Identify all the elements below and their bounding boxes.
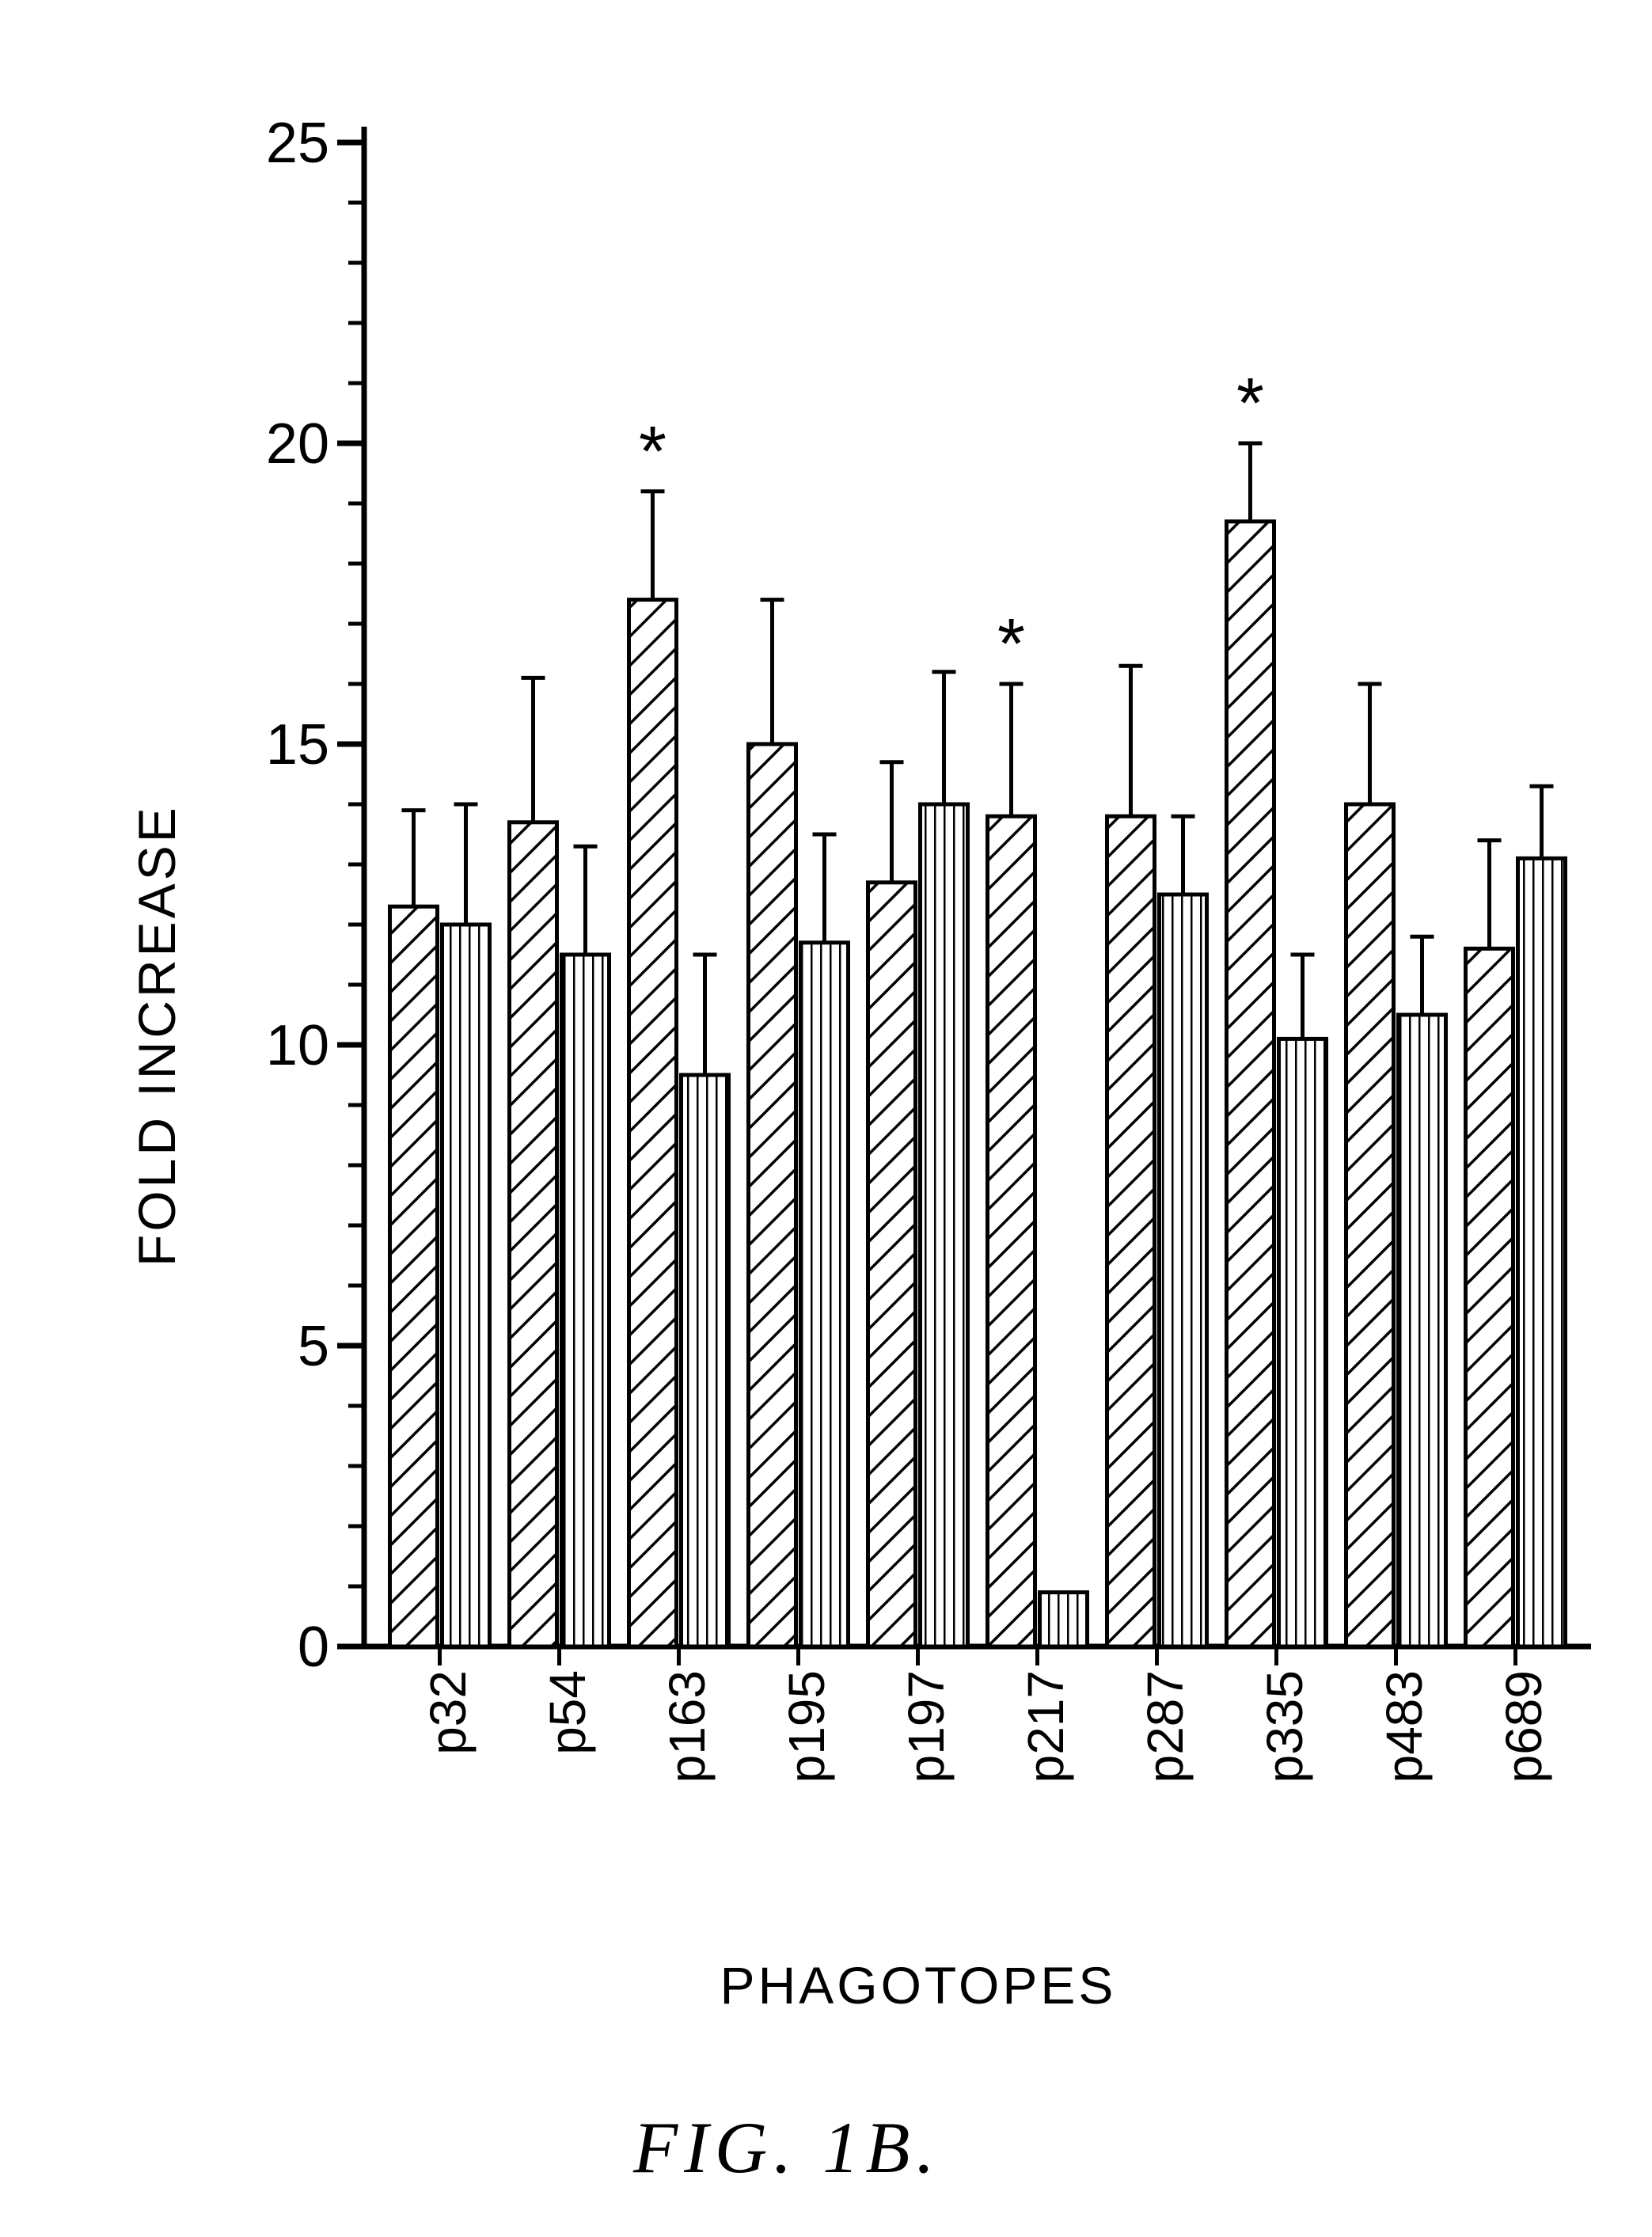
y-tick-label: 10 [234, 1013, 329, 1078]
y-tick-label: 20 [234, 412, 329, 477]
x-tick-label: p483 [1375, 1670, 1434, 1829]
y-tick-label: 5 [234, 1314, 329, 1379]
bar-chart: * * * [79, 79, 1623, 1710]
x-tick-label: p195 [777, 1670, 836, 1829]
significance-asterisk: * [639, 412, 666, 492]
figure-caption: FIG. 1B. [633, 2106, 940, 2190]
x-tick-label: p197 [897, 1670, 955, 1829]
x-tick-label: p689 [1494, 1670, 1553, 1829]
x-tick-label: p335 [1255, 1670, 1314, 1829]
y-tick-label: 0 [234, 1615, 329, 1680]
significance-asterisk: * [1236, 364, 1264, 443]
x-tick-label: p32 [419, 1670, 477, 1829]
x-tick-label: p287 [1136, 1670, 1194, 1829]
x-tick-label: p54 [538, 1670, 597, 1829]
x-tick-label: p163 [658, 1670, 716, 1829]
x-axis-label: PHAGOTOPES [681, 1955, 1156, 2015]
chart-container: *** 0510152025 p32p54p163p195p197p217p28… [79, 79, 1623, 1710]
significance-asterisk: * [997, 605, 1025, 684]
y-tick-label: 15 [234, 712, 329, 777]
y-tick-label: 25 [234, 111, 329, 176]
y-axis-label: FOLD INCREASE [127, 804, 187, 1267]
x-tick-label: p217 [1016, 1670, 1075, 1829]
